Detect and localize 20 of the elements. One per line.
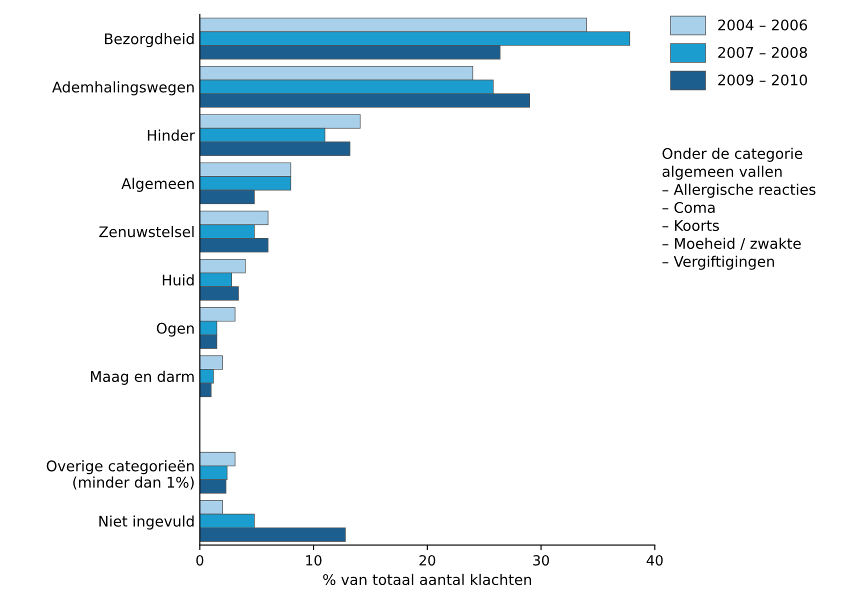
y-tick-label: Overige categorieën (minder dan 1%) <box>46 460 194 490</box>
legend-label: 2004 – 2006 <box>718 19 808 30</box>
y-tick-label: Niet ingevuld <box>99 515 194 530</box>
y-tick-label: Hinder <box>148 130 195 141</box>
x-tick-label: 0 <box>196 555 204 566</box>
y-tick-label: Huid <box>162 274 194 286</box>
y-tick-label: Ogen <box>156 322 194 337</box>
legend-label: 2007 – 2008 <box>718 46 807 58</box>
y-tick-label: Bezorgdheid <box>105 33 194 48</box>
x-tick-label: 40 <box>646 555 663 566</box>
x-tick-label: 10 <box>306 555 322 566</box>
y-tick-label: Maag en darm <box>91 370 194 385</box>
x-axis-title: % van totaal aantal klachten <box>323 574 532 586</box>
y-tick-label: Algemeen <box>121 178 194 192</box>
y-tick-label: Zenuwstelsel <box>99 226 194 238</box>
legend-label: 2009 – 2010 <box>718 74 808 86</box>
x-tick-label: 30 <box>533 555 549 566</box>
x-tick-label: 20 <box>419 555 436 566</box>
text: Onder de categorie algemeen vallen – Allergische reacties – Coma – Koorts – Moeheid / zwakte – Vergiftigingen <box>662 148 816 270</box>
y-tick-label: Ademhalingswegen <box>52 81 194 96</box>
